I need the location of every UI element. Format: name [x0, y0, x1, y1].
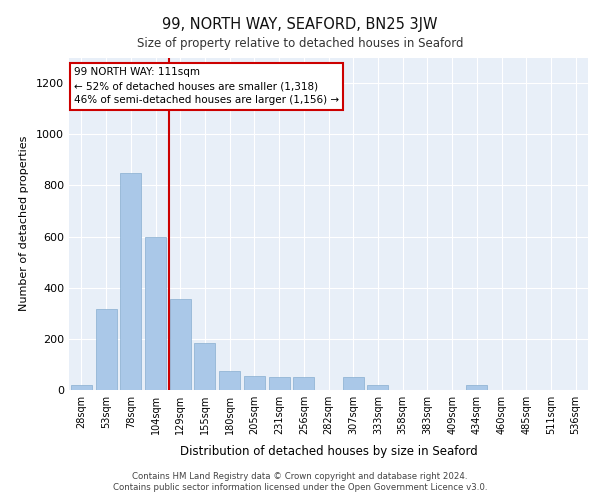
Bar: [145, 236, 166, 390]
Text: Contains HM Land Registry data © Crown copyright and database right 2024.: Contains HM Land Registry data © Crown c…: [132, 472, 468, 481]
Text: 99 NORTH WAY: 111sqm
← 52% of detached houses are smaller (1,318)
46% of semi-de: 99 NORTH WAY: 111sqm ← 52% of detached h…: [74, 68, 340, 106]
Bar: [194, 342, 215, 390]
Bar: [293, 377, 314, 390]
Bar: [466, 385, 487, 390]
Text: Size of property relative to detached houses in Seaford: Size of property relative to detached ho…: [137, 38, 463, 51]
Bar: [120, 172, 141, 390]
Bar: [244, 376, 265, 390]
Bar: [170, 299, 191, 390]
Bar: [343, 377, 364, 390]
Bar: [219, 371, 240, 390]
Bar: [95, 310, 116, 390]
Bar: [71, 385, 92, 390]
Text: 99, NORTH WAY, SEAFORD, BN25 3JW: 99, NORTH WAY, SEAFORD, BN25 3JW: [162, 18, 438, 32]
X-axis label: Distribution of detached houses by size in Seaford: Distribution of detached houses by size …: [179, 446, 478, 458]
Bar: [269, 377, 290, 390]
Bar: [367, 385, 388, 390]
Y-axis label: Number of detached properties: Number of detached properties: [19, 136, 29, 312]
Text: Contains public sector information licensed under the Open Government Licence v3: Contains public sector information licen…: [113, 484, 487, 492]
